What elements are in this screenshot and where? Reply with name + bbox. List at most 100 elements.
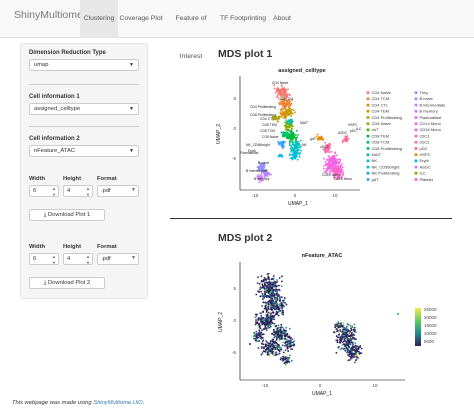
umap-point [339, 328, 341, 331]
umap-point [351, 351, 354, 354]
umap-point [273, 334, 275, 336]
umap-point [261, 177, 263, 180]
legend-swatch [414, 171, 418, 175]
umap-point [262, 337, 264, 339]
stepper-icon[interactable]: ▲ ▼ [86, 186, 90, 197]
plot1-height-input[interactable]: 4 ▲ ▼ [63, 185, 93, 197]
cell-info-2-select[interactable]: nFeature_ATAC ▼ [29, 145, 139, 157]
umap-point [271, 290, 274, 292]
umap-point [338, 334, 340, 336]
umap-point [286, 95, 289, 98]
legend-entry: CD14 Mono [420, 121, 442, 126]
umap-point [283, 140, 286, 143]
umap-point [261, 169, 264, 172]
umap-point [342, 332, 345, 334]
umap-point [277, 336, 280, 339]
umap-point [335, 326, 338, 329]
umap-point [282, 94, 285, 97]
umap-point [267, 295, 270, 298]
umap-point [272, 311, 275, 314]
legend-swatch [414, 147, 418, 150]
umap-nfeature-plot[interactable]: nFeature_ATAC 5 0 -5 -10 0 10 UMAP_1 UMA… [210, 248, 472, 398]
umap-celltype-plot[interactable]: assigned_celltype 5 0 -5 -10 0 10 UMAP_1… [210, 64, 472, 210]
umap-point [264, 323, 267, 326]
plot1-width-input[interactable]: 6 ▲ ▼ [29, 185, 59, 197]
download-plot-2-button[interactable]: ⤓ Download Plot 2 [29, 277, 105, 289]
umap-point [294, 150, 297, 152]
umap-point [338, 336, 340, 339]
umap-point [297, 142, 299, 145]
umap-point [357, 356, 359, 359]
plot1-ytick: 5 [233, 96, 236, 101]
umap-point [264, 168, 267, 171]
umap-point [274, 344, 277, 347]
umap-point [335, 351, 338, 354]
stepper-icon[interactable]: ▲ ▼ [52, 254, 56, 265]
stepper-icon[interactable]: ▲ ▼ [86, 254, 90, 265]
umap-point [281, 140, 284, 143]
umap-point [341, 169, 343, 171]
download-plot-1-button[interactable]: ⤓ Download Plot 1 [29, 209, 105, 221]
tab-clustering[interactable]: Clustering [80, 0, 118, 38]
footer-link[interactable]: ShinyMultiome.UiO [93, 400, 143, 406]
umap-point [271, 314, 274, 317]
legend-swatch [414, 103, 418, 107]
umap-point [283, 362, 286, 365]
umap-point [275, 293, 278, 296]
umap-point [263, 350, 266, 353]
tab-feature-of-interest[interactable]: Feature of Interest [175, 15, 207, 60]
legend-entry: MAIT [372, 152, 382, 157]
umap-point [396, 312, 400, 316]
umap-point [337, 167, 340, 169]
cell-info-1-select[interactable]: assigned_celltype ▼ [29, 103, 139, 115]
umap-point [255, 293, 258, 296]
umap-point [275, 88, 278, 91]
legend-entry: B memory [420, 109, 438, 114]
umap-point [280, 142, 283, 145]
legend-swatch [366, 91, 370, 95]
umap-point [280, 100, 283, 103]
umap-point [341, 326, 344, 329]
umap-point [260, 337, 263, 340]
plot2-width-value: 6 [33, 256, 37, 262]
stepper-icon[interactable]: ▲ ▼ [52, 186, 56, 197]
umap-point [272, 328, 275, 331]
umap-point [342, 171, 345, 173]
umap-point [264, 304, 267, 307]
umap-point [332, 163, 335, 166]
umap-point [267, 300, 270, 303]
umap-point [291, 158, 294, 161]
cluster-label: CD8 TCM [260, 129, 275, 133]
umap-point [268, 280, 271, 283]
umap-point [296, 151, 299, 154]
umap-point [345, 333, 347, 335]
umap-point [284, 341, 287, 343]
cluster-label: pDC [350, 129, 357, 133]
plot2-width-input[interactable]: 6 ▲ ▼ [29, 253, 59, 265]
plot2-format-select[interactable]: .pdf ▼ [97, 253, 139, 265]
legend-entry: Treg [420, 90, 428, 95]
cluster-label: MAIT [300, 121, 308, 125]
umap-point [275, 289, 277, 292]
cluster-label: B intermediate [246, 169, 268, 173]
umap-point [315, 135, 318, 138]
plot2-height-input[interactable]: 4 ▲ ▼ [63, 253, 93, 265]
chevron-down-icon: ▼ [129, 148, 134, 154]
legend-entry: ASDC [420, 164, 431, 169]
umap-point [342, 322, 345, 324]
umap-point [267, 353, 269, 356]
plot1-format-select[interactable]: .pdf ▼ [97, 185, 139, 197]
plot2-heading: MDS plot 2 [218, 232, 273, 244]
umap-point [280, 154, 283, 157]
umap-point [285, 134, 288, 137]
tab-tf-footprinting[interactable]: TF Footprinting [219, 15, 267, 22]
umap-point [260, 312, 262, 314]
umap-point [283, 124, 286, 127]
tab-about[interactable]: About [273, 15, 291, 22]
umap-point [284, 97, 286, 100]
tab-coverage-plot[interactable]: Coverage Plot [119, 15, 163, 22]
reduction-select[interactable]: umap ▼ [29, 59, 139, 71]
umap-point [353, 361, 356, 364]
umap-point [288, 113, 291, 116]
umap-point [259, 331, 261, 334]
